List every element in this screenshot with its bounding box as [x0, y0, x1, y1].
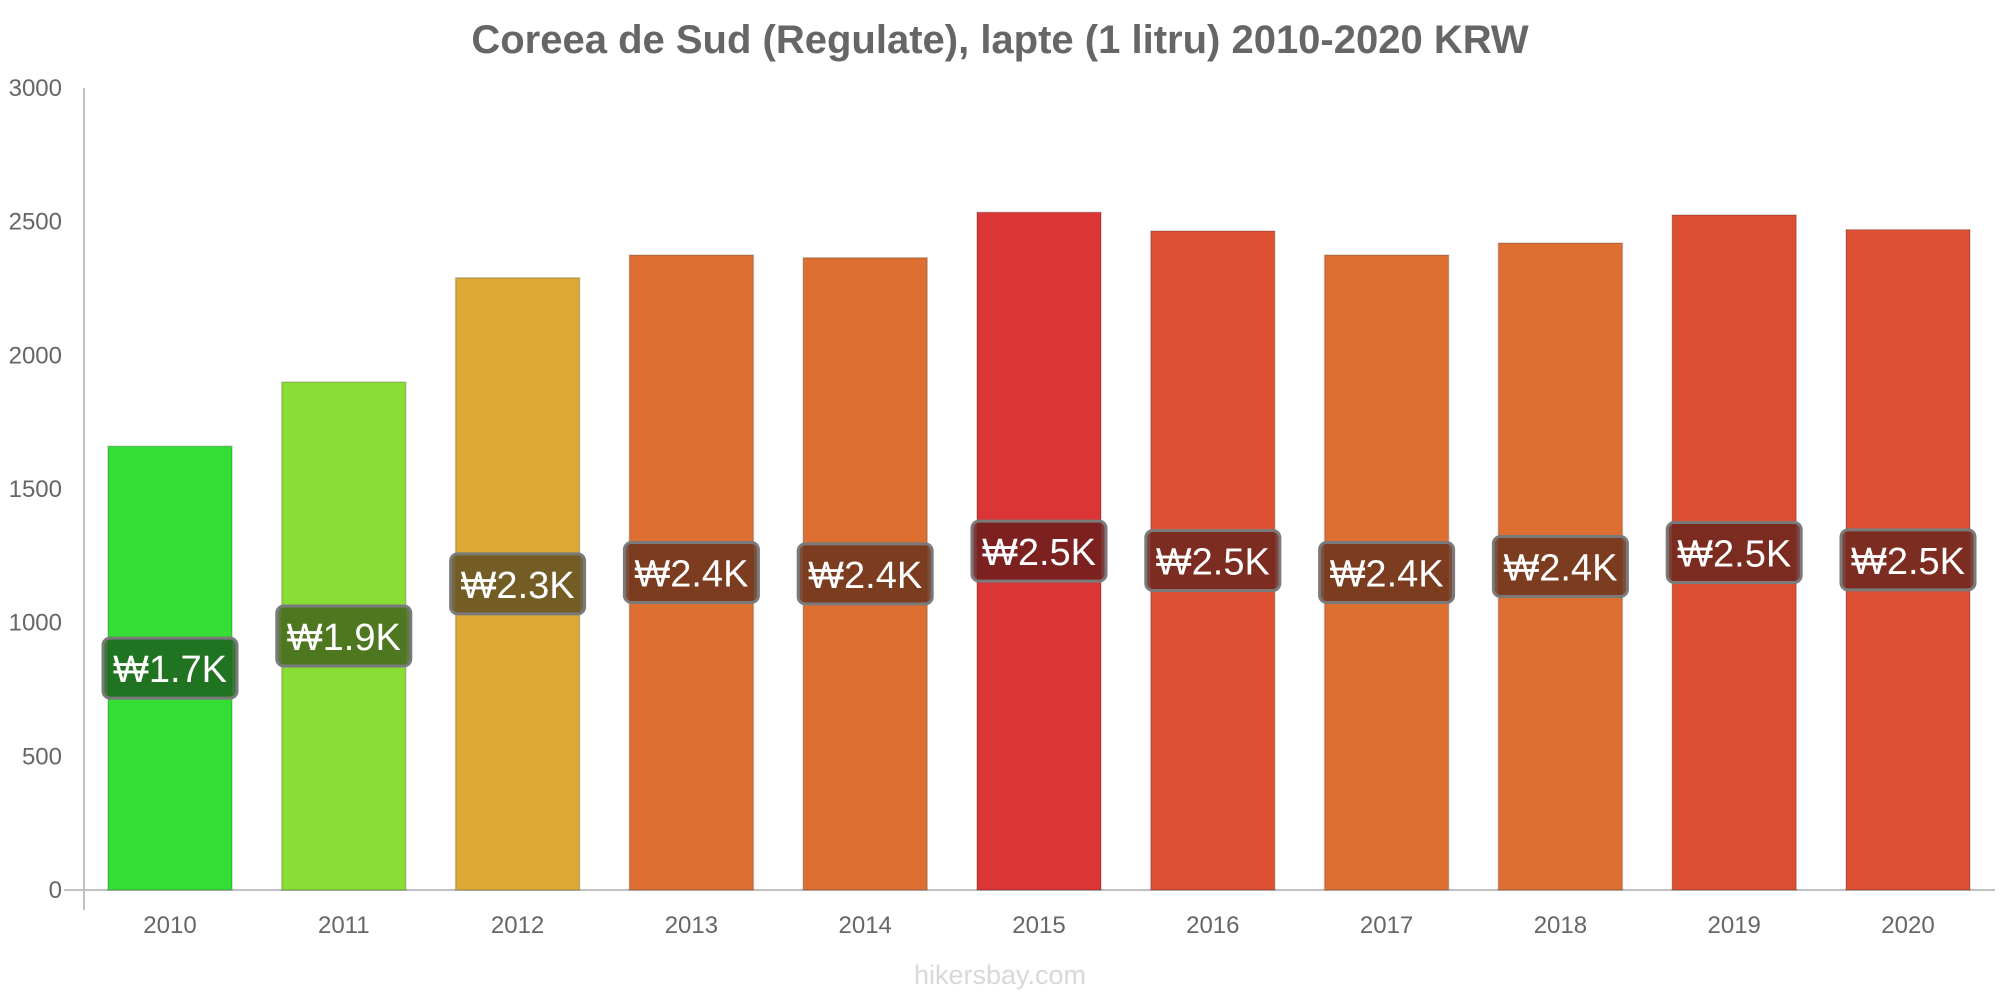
data-label-box [101, 636, 239, 700]
data-label-box [970, 519, 1108, 583]
x-tick-label: 2014 [839, 912, 892, 939]
data-label-box [449, 552, 587, 616]
data-label-box [1318, 541, 1456, 605]
data-label: ₩2.4K [808, 555, 922, 597]
x-tick-label: 2016 [1186, 912, 1239, 939]
y-tick-label: 500 [22, 743, 62, 770]
y-tick-label: 3000 [9, 75, 62, 102]
data-label-box [1839, 528, 1977, 592]
x-tick-label: 2020 [1881, 912, 1934, 939]
data-label: ₩2.4K [1503, 548, 1617, 590]
data-label: ₩1.7K [113, 649, 227, 691]
data-label-box [275, 604, 413, 668]
y-tick-label: 1500 [9, 476, 62, 503]
data-label: ₩2.5K [982, 532, 1096, 574]
data-label-box [1665, 520, 1803, 584]
data-label: ₩2.3K [461, 565, 575, 607]
chart-title: Coreea de Sud (Regulate), lapte (1 litru… [471, 18, 1529, 62]
source-footer: hikersbay.com [913, 960, 1087, 990]
y-tick-label: 0 [49, 877, 62, 904]
x-tick-label: 2019 [1708, 912, 1761, 939]
x-tick-label: 2017 [1360, 912, 1413, 939]
x-tick-label: 2011 [318, 912, 370, 939]
data-label-box [1144, 529, 1282, 593]
x-tick-label: 2015 [1012, 912, 1065, 939]
data-label: ₩2.5K [1677, 533, 1791, 575]
data-label-box [622, 541, 760, 605]
data-label: ₩2.5K [1156, 542, 1270, 584]
x-tick-label: 2018 [1534, 912, 1587, 939]
x-tick-label: 2013 [665, 912, 718, 939]
x-tick-label: 2012 [491, 912, 544, 939]
data-label: ₩2.4K [634, 554, 748, 596]
data-label: ₩2.4K [1330, 554, 1444, 596]
data-label: ₩2.5K [1851, 541, 1965, 583]
y-tick-label: 2500 [9, 209, 62, 236]
data-label-box [796, 542, 934, 606]
data-label: ₩1.9K [287, 617, 401, 659]
x-tick-label: 2010 [143, 912, 196, 939]
data-label-box [1491, 535, 1629, 599]
y-tick-label: 1000 [9, 610, 62, 637]
y-tick-label: 2000 [9, 342, 62, 369]
